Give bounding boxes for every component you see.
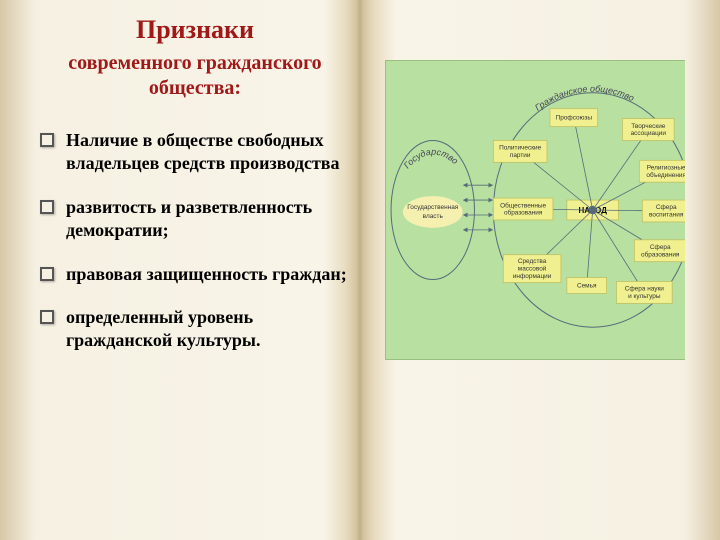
node-label: образования — [504, 209, 543, 217]
node-label: Религиозные — [647, 165, 686, 172]
node-label: массовой — [518, 265, 547, 273]
bullet-box-icon — [40, 200, 54, 214]
node-label: Семья — [577, 282, 597, 289]
bullet-box-icon — [40, 133, 54, 147]
bullet-item: развитость и разветвленность демократии; — [40, 196, 350, 243]
state-label: Государство — [402, 147, 460, 171]
book-background: Признаки современного гражданского общес… — [0, 0, 720, 540]
bullet-box-icon — [40, 310, 54, 324]
bullet-item: правовая защищенность граждан; — [40, 263, 350, 286]
bullet-text: определенный уровень гражданской культур… — [66, 306, 350, 353]
node-label: Творческие — [631, 123, 666, 130]
node-label: Сфера — [650, 244, 671, 251]
bullet-text: правовая защищенность граждан; — [66, 263, 347, 286]
cross-arrows — [464, 185, 493, 230]
node-label: объединения — [646, 171, 686, 179]
node-label: Профсоюзы — [556, 115, 593, 122]
diagram-svg: Государство Государственная власть Гражд… — [386, 61, 704, 359]
state-inner-text2: власть — [423, 213, 444, 220]
node-label: Сфера — [656, 204, 677, 211]
right-page: Государство Государственная власть Гражд… — [385, 60, 705, 450]
node-label: Политические — [499, 145, 542, 152]
node-label: воспитания — [649, 212, 684, 219]
node-label: Общественные — [500, 201, 546, 209]
node-label: Сфера науки — [625, 286, 665, 293]
bullet-item: Наличие в обществе свободных владельцев … — [40, 129, 350, 176]
bullet-item: определенный уровень гражданской культур… — [40, 306, 350, 353]
node-label: образования — [641, 250, 680, 258]
node-label: информации — [513, 273, 552, 280]
node-label: партии — [510, 152, 531, 159]
diagram-civil-society: Государство Государственная власть Гражд… — [385, 60, 705, 360]
left-page: Признаки современного гражданского общес… — [40, 15, 350, 525]
bullet-text: Наличие в обществе свободных владельцев … — [66, 129, 350, 176]
node-label: ассоциации — [631, 130, 667, 137]
node-label: Средства — [518, 258, 547, 265]
state-inner-text1: Государственная — [407, 204, 459, 211]
title-sub: современного гражданского общества: — [40, 51, 350, 101]
bullet-text: развитость и разветвленность демократии; — [66, 196, 350, 243]
bullet-box-icon — [40, 267, 54, 281]
bullet-list: Наличие в обществе свободных владельцев … — [40, 129, 350, 353]
node-label: и культуры — [628, 293, 661, 300]
title-main: Признаки — [40, 15, 350, 45]
